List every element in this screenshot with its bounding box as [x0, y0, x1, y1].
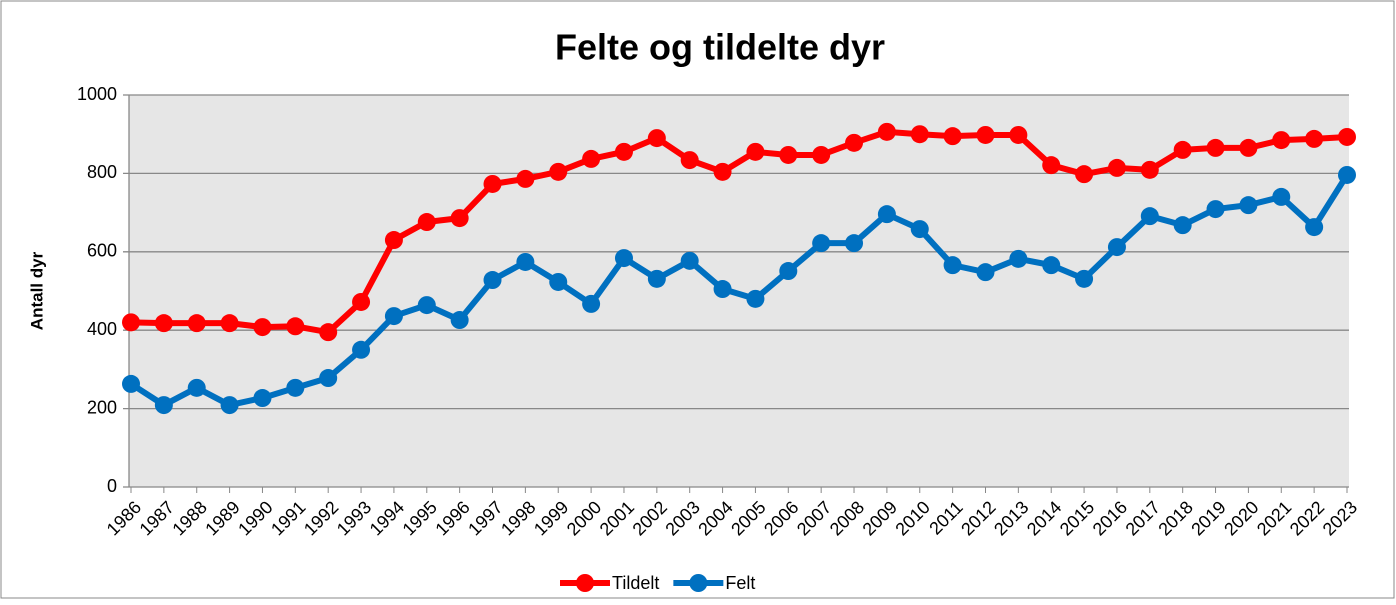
data-point: [1140, 160, 1159, 179]
data-point: [187, 314, 206, 333]
data-point: [352, 292, 371, 311]
data-point: [1042, 256, 1061, 275]
y-axis-label: Antall dyr: [27, 251, 46, 330]
y-tick-label: 0: [107, 476, 117, 496]
data-point: [1107, 158, 1126, 177]
legend-marker: [576, 574, 594, 592]
data-point: [647, 129, 666, 148]
data-point: [417, 296, 436, 315]
data-point: [1173, 140, 1192, 159]
data-point: [1338, 127, 1356, 146]
data-point: [812, 234, 831, 253]
legend-label: Tildelt: [612, 573, 659, 593]
data-point: [549, 272, 568, 291]
data-point: [450, 311, 469, 330]
data-point: [943, 256, 962, 275]
data-point: [845, 234, 864, 253]
data-point: [483, 174, 502, 193]
data-point: [122, 313, 140, 332]
data-point: [253, 318, 272, 337]
data-point: [1272, 187, 1291, 206]
data-point: [417, 213, 436, 232]
data-point: [1009, 249, 1028, 268]
data-point: [779, 145, 798, 164]
data-point: [943, 127, 962, 146]
y-tick-label: 1000: [77, 84, 117, 104]
data-point: [976, 263, 995, 282]
data-point: [746, 142, 765, 161]
data-point: [845, 133, 864, 152]
data-point: [516, 169, 535, 188]
data-point: [1206, 138, 1225, 157]
data-point: [253, 389, 272, 408]
data-point: [220, 396, 239, 415]
data-point: [1206, 200, 1225, 219]
data-point: [1239, 196, 1258, 215]
data-point: [582, 149, 601, 168]
data-point: [614, 142, 633, 161]
data-point: [1075, 269, 1094, 288]
data-point: [154, 396, 173, 415]
y-tick-label: 600: [87, 241, 117, 261]
data-point: [319, 323, 338, 342]
data-point: [1173, 216, 1192, 235]
data-point: [779, 262, 798, 281]
data-point: [1075, 165, 1094, 184]
data-point: [187, 378, 206, 397]
data-point: [1305, 218, 1324, 237]
data-point: [582, 294, 601, 313]
data-point: [154, 314, 173, 333]
data-point: [910, 125, 929, 144]
data-point: [1239, 138, 1258, 157]
data-point: [910, 220, 929, 239]
chart-title: Felte og tildelte dyr: [555, 27, 885, 68]
legend-label: Felt: [725, 573, 755, 593]
data-point: [1009, 125, 1028, 144]
data-point: [1042, 156, 1061, 175]
data-point: [483, 271, 502, 290]
data-point: [713, 280, 732, 299]
data-point: [680, 251, 699, 270]
data-point: [877, 122, 896, 141]
y-tick-label: 800: [87, 162, 117, 182]
data-point: [680, 151, 699, 170]
data-point: [549, 162, 568, 181]
data-point: [877, 205, 896, 224]
data-point: [1338, 165, 1356, 184]
data-point: [976, 125, 995, 144]
data-point: [1272, 131, 1291, 150]
data-point: [647, 269, 666, 288]
data-point: [1140, 207, 1159, 226]
data-point: [384, 307, 403, 326]
data-point: [319, 369, 338, 388]
data-point: [812, 145, 831, 164]
data-point: [713, 162, 732, 181]
data-point: [1107, 238, 1126, 257]
data-point: [450, 209, 469, 228]
data-point: [1305, 129, 1324, 148]
data-point: [746, 289, 765, 308]
data-point: [352, 340, 371, 359]
data-point: [286, 317, 305, 336]
data-point: [614, 249, 633, 268]
data-point: [384, 231, 403, 250]
y-tick-label: 200: [87, 397, 117, 417]
data-point: [516, 252, 535, 271]
data-point: [286, 378, 305, 397]
legend-marker: [689, 574, 708, 592]
y-tick-label: 400: [87, 319, 117, 339]
data-point: [220, 314, 239, 333]
data-point: [122, 374, 140, 393]
